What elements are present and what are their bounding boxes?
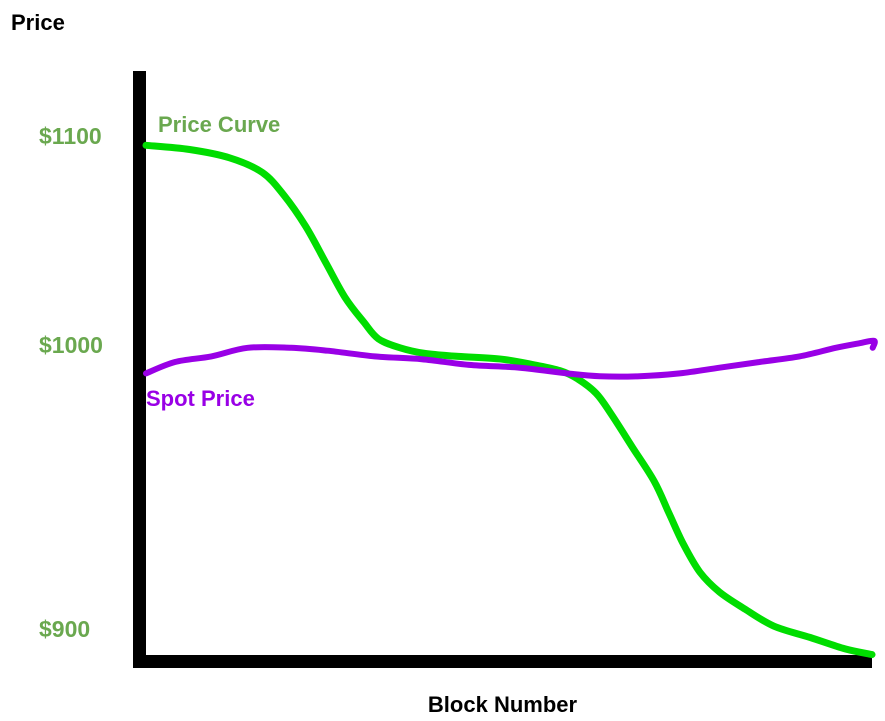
x-axis-title: Block Number xyxy=(427,692,578,717)
y-tick-label-1000: $1000 xyxy=(39,332,103,358)
spot-price-label: Spot Price xyxy=(146,386,255,411)
y-axis-line xyxy=(133,71,146,668)
price-curve-path xyxy=(142,141,876,659)
y-tick-label-1100: $1100 xyxy=(39,123,102,149)
y-tick-label-900: $900 xyxy=(39,616,91,642)
price-curve-label: Price Curve xyxy=(158,112,281,137)
spot-price-path xyxy=(143,337,878,380)
y-axis-title: Price xyxy=(11,10,65,35)
x-axis-line xyxy=(133,655,872,668)
